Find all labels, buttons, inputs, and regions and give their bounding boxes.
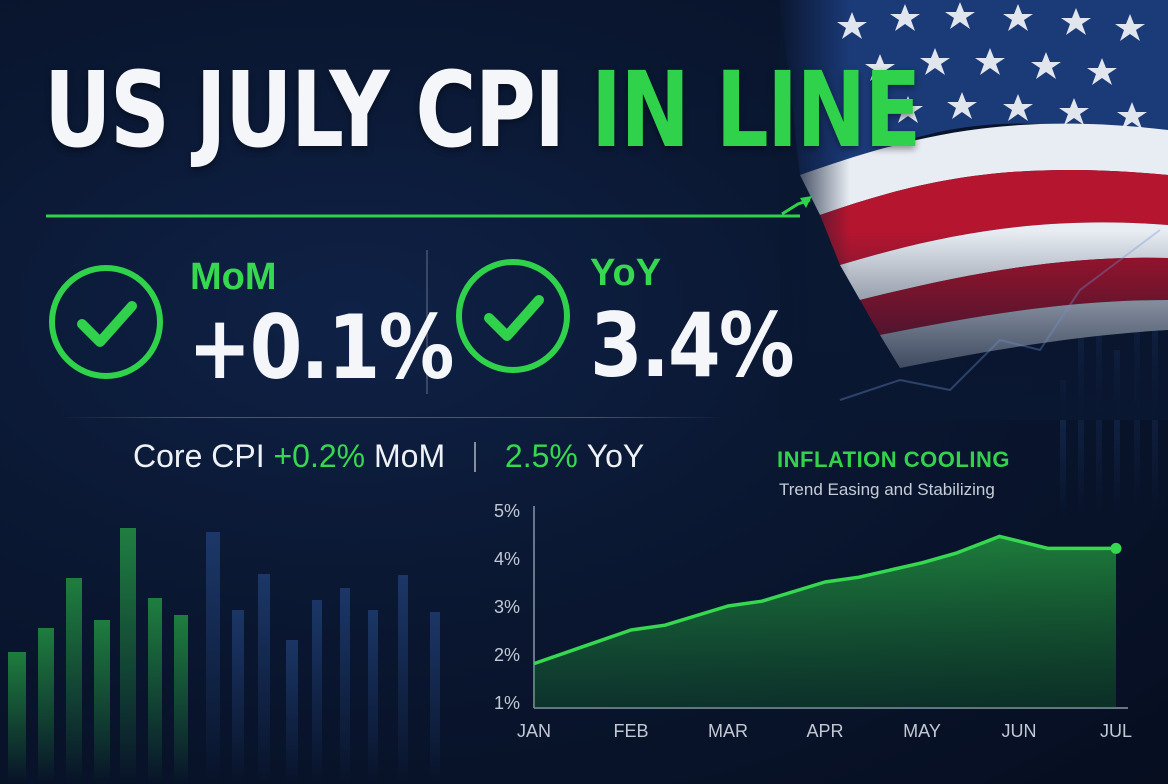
core-mom-label: MoM [374,438,446,475]
chart-subtitle: Trend Easing and Stabilizing [779,480,995,499]
x-tick-label: MAR [708,721,748,741]
y-tick-label: 5% [494,501,520,521]
check-circle-icon [456,259,570,373]
core-yoy-value: 2.5% [504,438,578,475]
mom-label: MoM [190,256,277,298]
x-tick-label: APR [806,721,843,741]
headline-part1: US JULY CPI [44,49,565,171]
core-cpi-line: Core CPI +0.2% MoM 2.5% YoY [133,436,644,475]
x-tick-label: MAY [903,721,941,741]
section-divider [60,417,726,418]
area-fill [534,536,1116,708]
chart-title: INFLATION COOLING [777,447,1010,472]
core-separator [474,441,476,472]
x-tick-label: JUN [1002,721,1037,741]
core-mom-value: +0.2% [273,438,366,475]
y-tick-label: 2% [494,645,520,665]
metric-divider [426,250,428,394]
x-tick-label: JUL [1100,721,1132,741]
x-tick-label: FEB [613,721,648,741]
headline: US JULY CPI IN LINE [44,58,921,162]
yoy-value: 3.4% [590,294,795,397]
mom-value: +0.1% [188,296,454,399]
end-point [1110,542,1122,554]
series-line [533,534,1116,666]
yoy-label: YoY [590,252,662,294]
core-yoy-label: YoY [586,438,645,475]
headline-part2: IN LINE [591,49,921,171]
inflation-chart: 5% 4% 3% 2% 1% JAN FEB MAR APR MAY JUN JUL [494,501,1132,741]
check-circle-icon [49,265,163,379]
y-tick-label: 3% [494,597,520,617]
y-tick-label: 4% [494,549,520,569]
x-tick-label: JAN [517,721,551,741]
y-tick-label: 1% [494,693,520,713]
core-label: Core CPI [133,438,265,475]
